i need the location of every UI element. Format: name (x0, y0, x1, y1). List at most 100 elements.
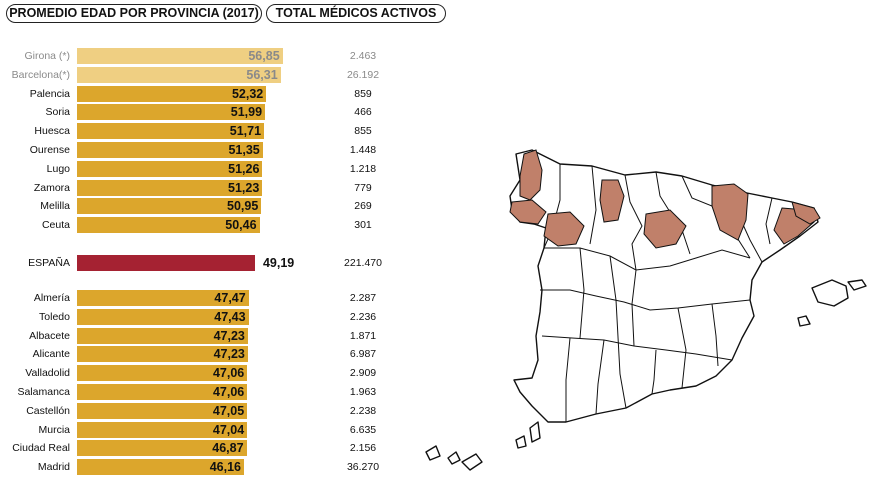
doctor-count-label: 2.287 (349, 292, 377, 304)
bar (77, 104, 266, 121)
province-soria (643, 209, 687, 249)
iberia-outline (509, 149, 819, 423)
map-base (425, 149, 867, 471)
bar-category-label: Palencia (29, 87, 70, 100)
bar (77, 179, 263, 196)
bar (77, 365, 248, 382)
bar-category-label: Castellón (26, 404, 70, 417)
bar-row: Toledo 47,43 2.236 (0, 308, 470, 326)
bar-value-label: 46,16 (209, 460, 241, 475)
bar (77, 66, 281, 83)
bar (77, 384, 248, 400)
doctor-count-label: 855 (354, 125, 372, 138)
bar-row: Palencia 52,32 859 (0, 85, 470, 103)
canarias-1 (425, 445, 441, 461)
canarias-5 (529, 421, 541, 443)
bar-category-label: Almería (33, 292, 70, 304)
spain-map (425, 149, 867, 471)
bar (77, 421, 248, 438)
bar-value-label: 47,47 (214, 291, 246, 305)
bar (77, 217, 260, 234)
bar (77, 255, 255, 271)
bar (77, 85, 267, 102)
bar (77, 123, 265, 140)
doctor-count-label: 779 (354, 181, 372, 194)
bar-value-label: 47,05 (212, 403, 245, 418)
bar-row: Melilla 50,95 269 (0, 197, 470, 215)
bar-row: Almería 47,47 2.287 (0, 289, 470, 307)
doctor-count-label: 466 (354, 106, 372, 119)
doctor-count-label: 1.448 (349, 144, 377, 156)
doctor-count-label: 2.236 (349, 310, 377, 323)
bar-value-label: 52,32 (231, 86, 264, 101)
bar-row: Murcia 47,04 6.635 (0, 421, 470, 439)
bar-row: Castellón 47,05 2.238 (0, 402, 470, 420)
bar-value-label: 51,71 (229, 124, 262, 139)
doctor-count-label: 26.192 (346, 68, 380, 81)
doctor-count-label: 6.635 (349, 423, 377, 436)
bar (77, 440, 247, 457)
bar-value-label: 46,87 (212, 441, 244, 456)
doctor-count-label: 2.156 (349, 442, 377, 455)
doctor-count-label: 6.987 (349, 348, 377, 361)
bar-value-label: 51,23 (228, 180, 260, 195)
bar-row: Girona (*) 56,85 2.463 (0, 47, 470, 65)
bar-value-label: 50,95 (227, 199, 259, 214)
bar-value-label: 47,06 (212, 366, 245, 381)
canarias-4 (515, 435, 527, 449)
bar-category-label: Barcelona(*) (11, 68, 70, 81)
bar-value-label: 47,06 (212, 385, 245, 399)
doctor-count-label: 859 (354, 87, 372, 100)
bar-category-label: Melilla (40, 200, 70, 213)
bar-category-label: Madrid (37, 461, 70, 474)
bar-value-label: 49,19 (262, 256, 295, 270)
bar-value-label: 47,43 (214, 309, 246, 324)
bar-row: ESPAÑA 49,19 221.470 (0, 254, 470, 272)
doctor-count-label: 301 (354, 219, 372, 232)
doctor-count-label: 2.909 (349, 367, 377, 380)
bar (77, 402, 248, 419)
bar (77, 290, 249, 306)
bar-value-label: 56,85 (248, 49, 280, 63)
bar (77, 459, 244, 476)
bar (77, 198, 262, 215)
bar-category-label: Girona (*) (24, 50, 70, 62)
bar-row: Huesca 51,71 855 (0, 122, 470, 140)
bar-row: Ciudad Real 46,87 2.156 (0, 439, 470, 457)
bar-category-label: Alicante (32, 348, 70, 361)
canarias-3 (461, 453, 483, 471)
bar (77, 160, 263, 177)
doctor-count-label: 1.963 (349, 386, 377, 398)
bar-value-label: 47,04 (212, 422, 245, 437)
bar-category-label: Ourense (29, 144, 70, 156)
province-ourense (509, 199, 547, 225)
bar-row: Zamora 51,23 779 (0, 179, 470, 197)
age-chart-title: PROMEDIO EDAD POR PROVINCIA (2017) (6, 4, 262, 23)
bar (77, 48, 283, 64)
bar-category-label: ESPAÑA (28, 257, 70, 269)
bar-category-label: Soria (45, 106, 70, 119)
bar-value-label: 51,35 (228, 143, 260, 157)
province-lugo (519, 149, 543, 201)
bar-category-label: Valladolid (25, 367, 70, 380)
bar (77, 327, 248, 344)
bar-category-label: Murcia (38, 423, 70, 436)
doctor-count-label: 2.238 (349, 404, 377, 417)
bar-value-label: 47,23 (213, 328, 245, 343)
bar-category-label: Salamanca (17, 386, 70, 398)
bar-row: Ceuta 50,46 301 (0, 216, 470, 234)
province-palencia (599, 179, 625, 223)
bar-category-label: Albacete (29, 329, 70, 342)
doctor-count-label: 1.871 (349, 329, 377, 342)
bar-category-label: Huesca (34, 125, 70, 138)
bar-value-label: 50,46 (225, 218, 257, 233)
province-borders (540, 164, 773, 422)
province-zamora (543, 211, 585, 247)
doctor-count-label: 2.463 (349, 50, 377, 62)
ibiza (797, 315, 811, 327)
doctor-count-label: 1.218 (349, 162, 377, 175)
bar-row: Alicante 47,23 6.987 (0, 345, 470, 363)
bar-value-label: 51,99 (230, 105, 263, 120)
bar (77, 142, 263, 158)
canarias-2 (447, 451, 461, 465)
